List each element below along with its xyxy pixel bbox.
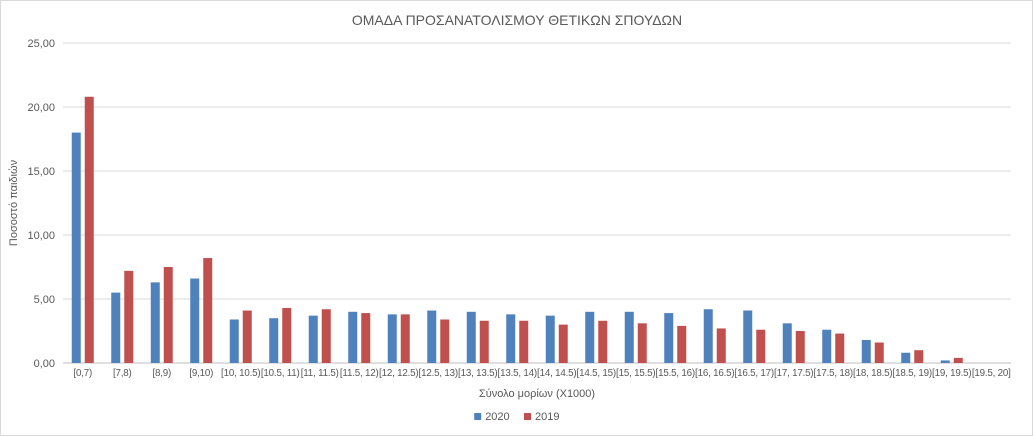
bar-2019 — [203, 258, 213, 363]
y-tick-label: 0,00 — [34, 358, 55, 370]
x-category-label: [14, 14.5) — [537, 368, 576, 379]
bar-2020 — [190, 278, 200, 363]
bar-2020 — [624, 311, 634, 363]
bar-2020 — [901, 352, 911, 363]
bar-2019 — [84, 96, 94, 363]
bar-2019 — [242, 310, 252, 363]
y-axis-tick-labels: 0,00 5,00 10,00 15,00 20,00 25,00 — [27, 38, 55, 370]
x-category-label: [7,8) — [113, 368, 132, 379]
bar-2020 — [861, 339, 871, 363]
gridlines — [63, 42, 1011, 364]
bar-2020 — [308, 315, 318, 363]
bar-2019 — [479, 320, 489, 363]
legend-label-2020: 2020 — [485, 411, 509, 423]
bar-2019 — [163, 267, 173, 363]
bar-2019 — [558, 324, 568, 363]
x-category-label: [18, 18.5) — [853, 368, 892, 379]
x-category-label: [11.5, 12) — [340, 368, 379, 379]
x-category-label: [19.5, 20] — [972, 368, 1011, 379]
y-tick-label: 25,00 — [27, 38, 55, 50]
x-category-label: [0,7) — [73, 368, 92, 379]
y-tick-label: 20,00 — [27, 102, 55, 114]
x-category-label: [10.5, 11) — [261, 368, 300, 379]
bar-2019 — [282, 307, 292, 363]
legend-label-2019: 2019 — [535, 411, 559, 423]
bar-2019 — [598, 320, 608, 363]
x-category-label: [9,10) — [189, 368, 213, 379]
bar-2020 — [427, 310, 437, 363]
y-tick-label: 15,00 — [27, 166, 55, 178]
bar-2019 — [519, 320, 529, 363]
bar-2020 — [71, 132, 81, 363]
bar-2020 — [822, 329, 832, 363]
x-category-label: [14.5, 15) — [577, 368, 616, 379]
x-category-label: [17.5, 18) — [814, 368, 853, 379]
x-category-label: [11, 11.5) — [301, 368, 339, 379]
bar-2020 — [703, 309, 713, 363]
bar-2020 — [506, 314, 516, 363]
bar-2019 — [321, 309, 331, 363]
bar-2020 — [545, 315, 555, 363]
x-category-label: [19, 19.5) — [932, 368, 971, 379]
bar-2020 — [111, 292, 121, 363]
bar-2019 — [835, 333, 845, 363]
y-tick-label: 5,00 — [34, 294, 55, 306]
bar-2020 — [585, 311, 595, 363]
x-category-label: [13, 13.5) — [458, 368, 497, 379]
bar-2019 — [400, 314, 410, 363]
x-category-label: [15.5, 16) — [656, 368, 695, 379]
legend: 2020 2019 — [474, 411, 559, 423]
bar-2019 — [677, 325, 687, 363]
bar-2020 — [940, 360, 950, 363]
x-category-label: [16, 16.5) — [695, 368, 734, 379]
x-category-label: [12, 12.5) — [379, 368, 418, 379]
bar-2020 — [269, 318, 279, 363]
bar-2019 — [361, 313, 371, 363]
y-tick-label: 10,00 — [27, 230, 55, 242]
bar-2020 — [150, 282, 160, 363]
bar-2019 — [637, 323, 647, 363]
bar-2020 — [387, 314, 397, 363]
y-axis-title: Ποσοστό παιδιών — [8, 159, 20, 246]
x-category-label: [15, 15.5) — [616, 368, 655, 379]
x-category-label: [12.5, 13) — [419, 368, 458, 379]
bar-2019 — [716, 328, 726, 363]
bar-2019 — [124, 270, 134, 363]
bar-2020 — [782, 323, 792, 363]
chart-title: ΟΜΑΔΑ ΠΡΟΣΑΝΑΤΟΛΙΣΜΟΥ ΘΕΤΙΚΩΝ ΣΠΟΥΔΩΝ — [352, 12, 682, 28]
bar-series — [71, 96, 963, 363]
bar-2020 — [229, 319, 239, 363]
bar-2019 — [914, 350, 924, 363]
legend-swatch-2019 — [524, 413, 531, 420]
bar-2020 — [743, 310, 753, 363]
bar-2020 — [348, 311, 358, 363]
x-axis-category-labels: [0,7) [7,8) [8,9) [9,10) [10, 10.5) [10.5, 11… — [73, 368, 1011, 379]
x-category-label: [16.5, 17) — [735, 368, 774, 379]
bar-2019 — [756, 329, 766, 363]
x-category-label: [13.5, 14) — [498, 368, 537, 379]
x-category-label: [10, 10.5) — [221, 368, 260, 379]
bar-2020 — [466, 311, 476, 363]
x-category-label: [8,9) — [152, 368, 171, 379]
x-category-label: [17, 17.5) — [774, 368, 813, 379]
bar-2020 — [664, 313, 674, 363]
bar-2019 — [874, 342, 884, 363]
legend-swatch-2020 — [474, 413, 482, 420]
bar-2019 — [440, 319, 450, 363]
x-axis-title: Σύνολο μορίων (Χ1000) — [479, 388, 595, 400]
x-category-label: [18.5, 19) — [893, 368, 932, 379]
bar-2019 — [795, 331, 805, 363]
bar-2019 — [953, 357, 963, 363]
